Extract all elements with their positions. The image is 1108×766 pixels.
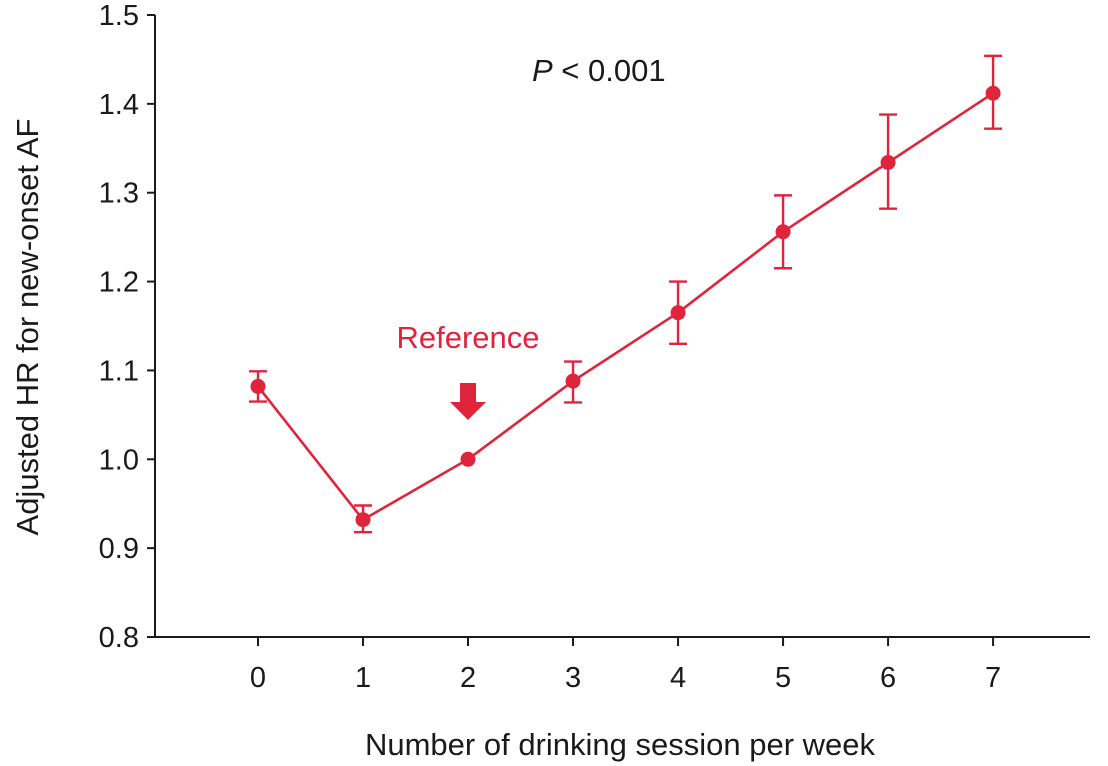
- y-tick-label: 1.3: [99, 178, 139, 210]
- data-point: [880, 155, 896, 171]
- y-axis-title: Adjusted HR for new-onset AF: [10, 119, 45, 536]
- x-tick-label: 3: [565, 662, 581, 694]
- x-tick-label: 6: [880, 662, 896, 694]
- x-tick-label: 5: [775, 662, 791, 694]
- x-axis-ticks: 0 1 2 3 4 5 6 7: [250, 637, 1001, 694]
- x-axis-title: Number of drinking session per week: [365, 727, 876, 762]
- data-point: [670, 305, 686, 321]
- y-tick-label: 0.8: [99, 622, 139, 654]
- series-line: [256, 92, 994, 522]
- x-tick-label: 2: [460, 662, 476, 694]
- x-tick-label: 7: [985, 662, 1001, 694]
- data-point: [985, 85, 1001, 101]
- data-point: [355, 512, 371, 528]
- p-value-symbol: P: [532, 53, 553, 88]
- data-point: [460, 451, 476, 467]
- x-tick-label: 1: [355, 662, 371, 694]
- p-value-rest: < 0.001: [553, 53, 666, 88]
- y-tick-label: 1.2: [99, 267, 139, 299]
- down-arrow-icon: [450, 383, 487, 420]
- y-tick-label: 0.9: [99, 533, 139, 565]
- y-tick-label: 1.0: [99, 444, 139, 476]
- data-point: [250, 378, 266, 394]
- series-group: [249, 54, 1003, 534]
- p-value-annotation: P < 0.001: [532, 53, 666, 88]
- y-tick-label: 1.4: [99, 89, 139, 121]
- data-point: [565, 373, 581, 389]
- x-tick-label: 4: [670, 662, 686, 694]
- y-tick-label: 1.1: [99, 355, 139, 387]
- x-tick-label: 0: [250, 662, 266, 694]
- axes: [154, 15, 1090, 638]
- data-point: [775, 224, 791, 240]
- y-tick-label: 1.5: [99, 0, 139, 32]
- reference-label: Reference: [397, 320, 540, 355]
- y-axis-ticks: 0.8 0.9 1.0 1.1 1.2 1.3 1.4 1.5: [99, 0, 155, 654]
